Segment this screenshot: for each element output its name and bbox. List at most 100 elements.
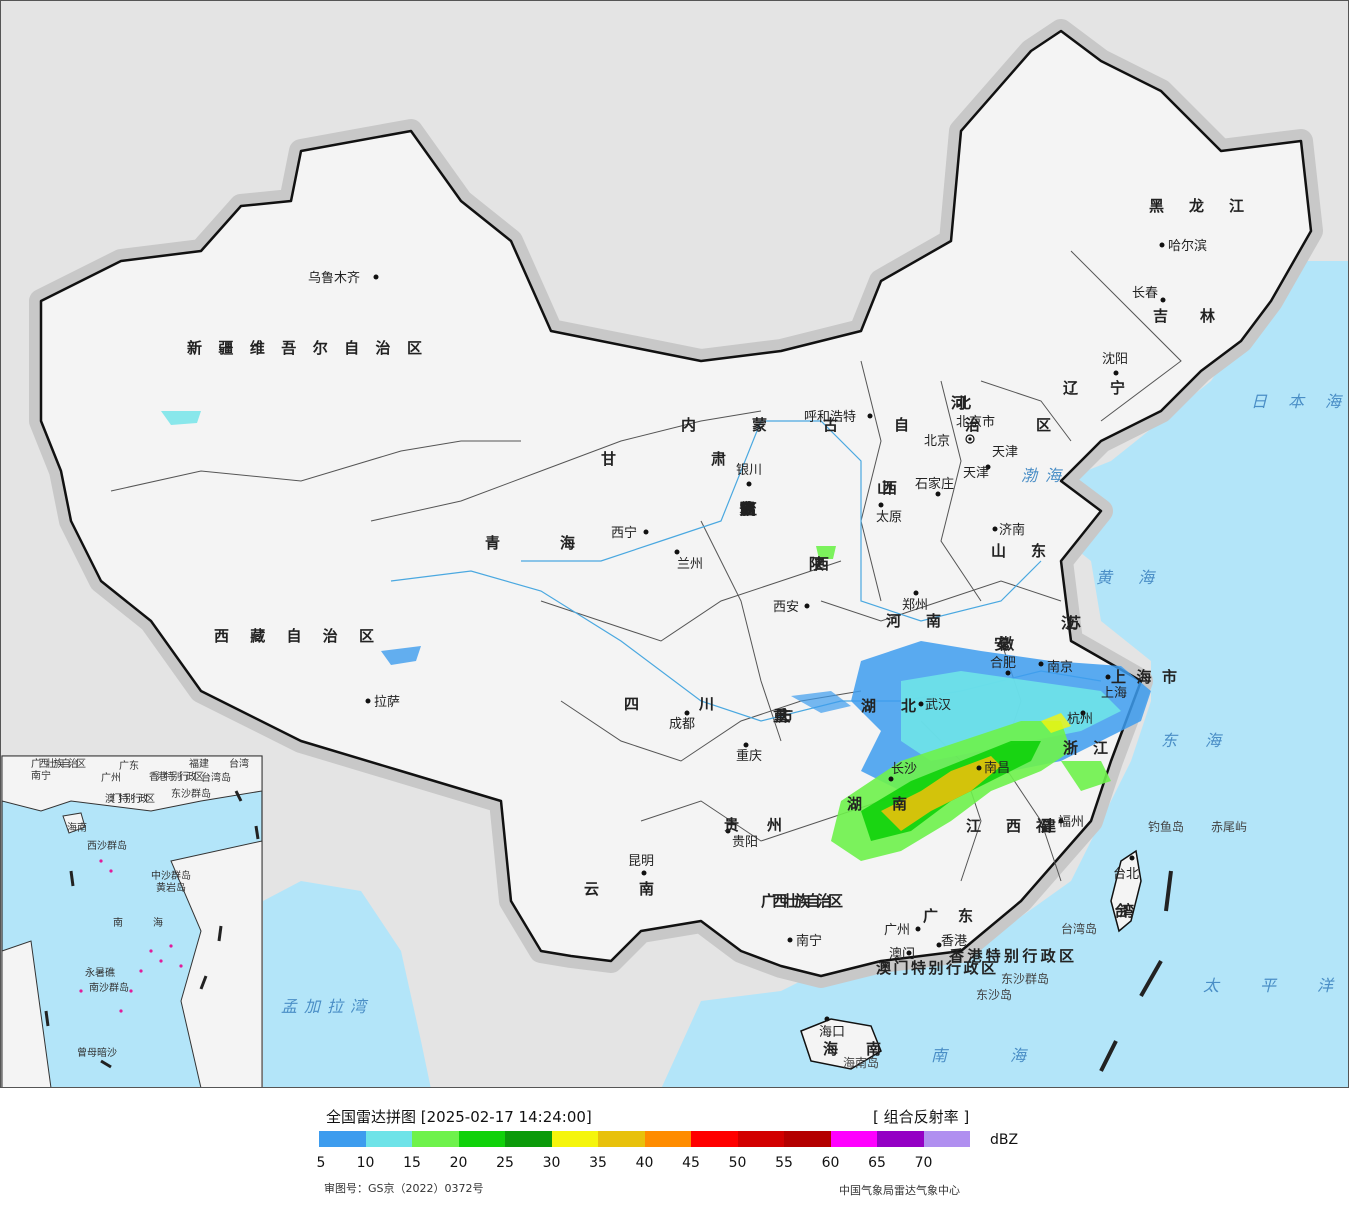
label-dongsha-island: 东沙岛 (976, 987, 1012, 1002)
label-nanjing: 南京 (1047, 659, 1073, 675)
tick-label: 45 (682, 1155, 700, 1171)
label-macau-sar: 澳门特别行政区 (876, 959, 996, 977)
inset-label-nanning: 南宁 (31, 769, 51, 782)
label-ningxia: 宁夏回族自治区 (738, 500, 757, 518)
label-guangzhou: 广州 (884, 923, 910, 938)
label-taiyuan: 太原 (876, 510, 902, 525)
color-swatch-3 (458, 1131, 505, 1147)
label-taipei: 台北 (1113, 867, 1139, 882)
inset-label-zhongsha: 中沙群岛 (151, 869, 191, 882)
hainan-island (800, 1018, 882, 1070)
inset-label-guangdong: 广东 (119, 759, 139, 772)
label-taiwan: 台湾 (1114, 902, 1134, 920)
label-urumqi: 乌鲁木齐 (308, 270, 360, 286)
label-shenyang: 沈阳 (1102, 352, 1128, 367)
tick-label: 20 (449, 1155, 468, 1171)
color-swatch-6 (598, 1131, 645, 1147)
tick-label: 50 (728, 1155, 747, 1171)
inset-label-macau: 澳门特别行政区 (105, 792, 155, 805)
inset-label-yongshu: 永暑礁 (85, 966, 115, 979)
label-nanchang: 南昌 (984, 760, 1010, 776)
inset-label-guangzhou: 广州 (101, 772, 121, 784)
label-tianjin-shi: 天津 (992, 445, 1018, 460)
label-guiyang: 贵阳 (732, 835, 758, 850)
color-swatch-9 (737, 1131, 784, 1147)
label-shanghai-shi: 上海市 (1111, 668, 1177, 686)
inset-label-guangxi: 广西壮族自治区 (31, 757, 86, 770)
label-jinan: 济南 (999, 522, 1025, 538)
radar-echoes (161, 411, 1151, 861)
label-harbin: 哈尔滨 (1168, 238, 1207, 254)
label-hongkong: 香港 (941, 934, 967, 949)
inset-label-taiwan-island: 台湾岛 (201, 771, 231, 784)
color-scale-bar (319, 1131, 970, 1147)
inset-label-zengmu: 曾母暗沙 (77, 1046, 117, 1059)
tick-label: 40 (635, 1155, 654, 1171)
inset-label-huangyan: 黄岩岛 (156, 881, 186, 894)
label-chongqing-city: 重庆 (736, 748, 762, 764)
color-swatch-10 (784, 1131, 831, 1147)
taiwan-island (1110, 849, 1142, 933)
color-swatch-1 (365, 1131, 412, 1147)
label-lhasa: 拉萨 (374, 695, 400, 710)
inset-label-hk: 香港特别行政区 (149, 770, 204, 783)
inset-south-china-sea (1, 755, 263, 1087)
inset-label-fujian: 福建 (189, 757, 209, 770)
inset-label-hainan: 海南 (67, 821, 87, 834)
tick-label: 35 (589, 1155, 607, 1171)
review-number: 审图号：GS京（2022）0372号 (324, 1182, 484, 1195)
label-anhui: 安徽 (994, 635, 1015, 653)
label-shijiazhuang: 石家庄 (915, 476, 954, 492)
label-yinchuan: 银川 (736, 463, 762, 478)
label-hangzhou: 杭州 (1067, 712, 1093, 727)
label-hainan-island: 海南岛 (843, 1055, 879, 1070)
color-swatch-2 (412, 1131, 459, 1147)
label-shaanxi: 陕西 (809, 555, 829, 573)
label-shanghai: 上海 (1101, 686, 1127, 701)
producer-label: 中国气象局雷达气象中心 (839, 1184, 960, 1197)
tick-label: 10 (356, 1155, 375, 1171)
label-hefei: 合肥 (990, 656, 1016, 671)
label-hohhot: 呼和浩特 (804, 410, 856, 425)
province-boundaries (110, 250, 1182, 882)
tick-label: 65 (868, 1155, 886, 1171)
inset-label-xisha: 西沙群岛 (87, 839, 127, 852)
inset-label-nansha: 南沙群岛 (89, 981, 129, 994)
label-wuhan: 武汉 (925, 698, 951, 713)
tick-label: 70 (914, 1155, 933, 1171)
label-chengdu: 成都 (669, 717, 695, 732)
color-swatch-13 (923, 1131, 970, 1147)
label-chiwei: 赤尾屿 (1211, 820, 1247, 834)
label-nanning: 南宁 (796, 933, 822, 949)
color-swatch-0 (319, 1131, 366, 1147)
label-chongqing: 重庆市 (773, 707, 793, 725)
color-swatch-12 (877, 1131, 924, 1147)
tick-label: 25 (496, 1155, 514, 1171)
inset-label-dongsha: 东沙群岛 (171, 787, 211, 800)
label-tianjin: 天津 (963, 466, 989, 481)
label-fujian: 福建 (1035, 817, 1057, 835)
label-haikou: 海口 (819, 1025, 845, 1040)
sea-area (661, 261, 1348, 1087)
label-macau: 澳门 (889, 946, 915, 962)
label-heilongjiang: 黑龙江 (1149, 197, 1244, 215)
label-xizang: 西藏自治区 (214, 627, 374, 645)
tick-label: 5 (316, 1155, 326, 1171)
color-swatch-4 (505, 1131, 552, 1147)
label-hebei: 河北 (951, 394, 971, 412)
label-lanzhou: 兰州 (677, 557, 703, 572)
unit-label: dBZ (990, 1132, 1019, 1148)
color-scale-ticks: 5 10 15 20 25 30 35 40 45 50 55 60 65 70 (316, 1155, 1019, 1173)
label-beijing-shi: 北京市 (956, 414, 995, 430)
label-changsha: 长沙 (891, 762, 917, 777)
city-markers (365, 242, 1166, 1022)
inset-label-taiwan: 台湾 (229, 757, 249, 770)
color-swatch-7 (644, 1131, 691, 1147)
tick-label: 30 (542, 1155, 561, 1171)
map-canvas: 新疆维吾尔自治区 西藏自治区 青海 甘肃 内蒙古自治区 黑龙江 吉林 辽宁 河北… (1, 1, 1348, 1087)
tick-label: 15 (403, 1155, 421, 1171)
label-fuzhou: 福州 (1058, 815, 1084, 830)
color-swatch-5 (551, 1131, 598, 1147)
label-diaoyu: 钓鱼岛 (1148, 819, 1184, 834)
map-title: 全国雷达拼图 [2025-02-17 14:24:00] (326, 1108, 592, 1126)
